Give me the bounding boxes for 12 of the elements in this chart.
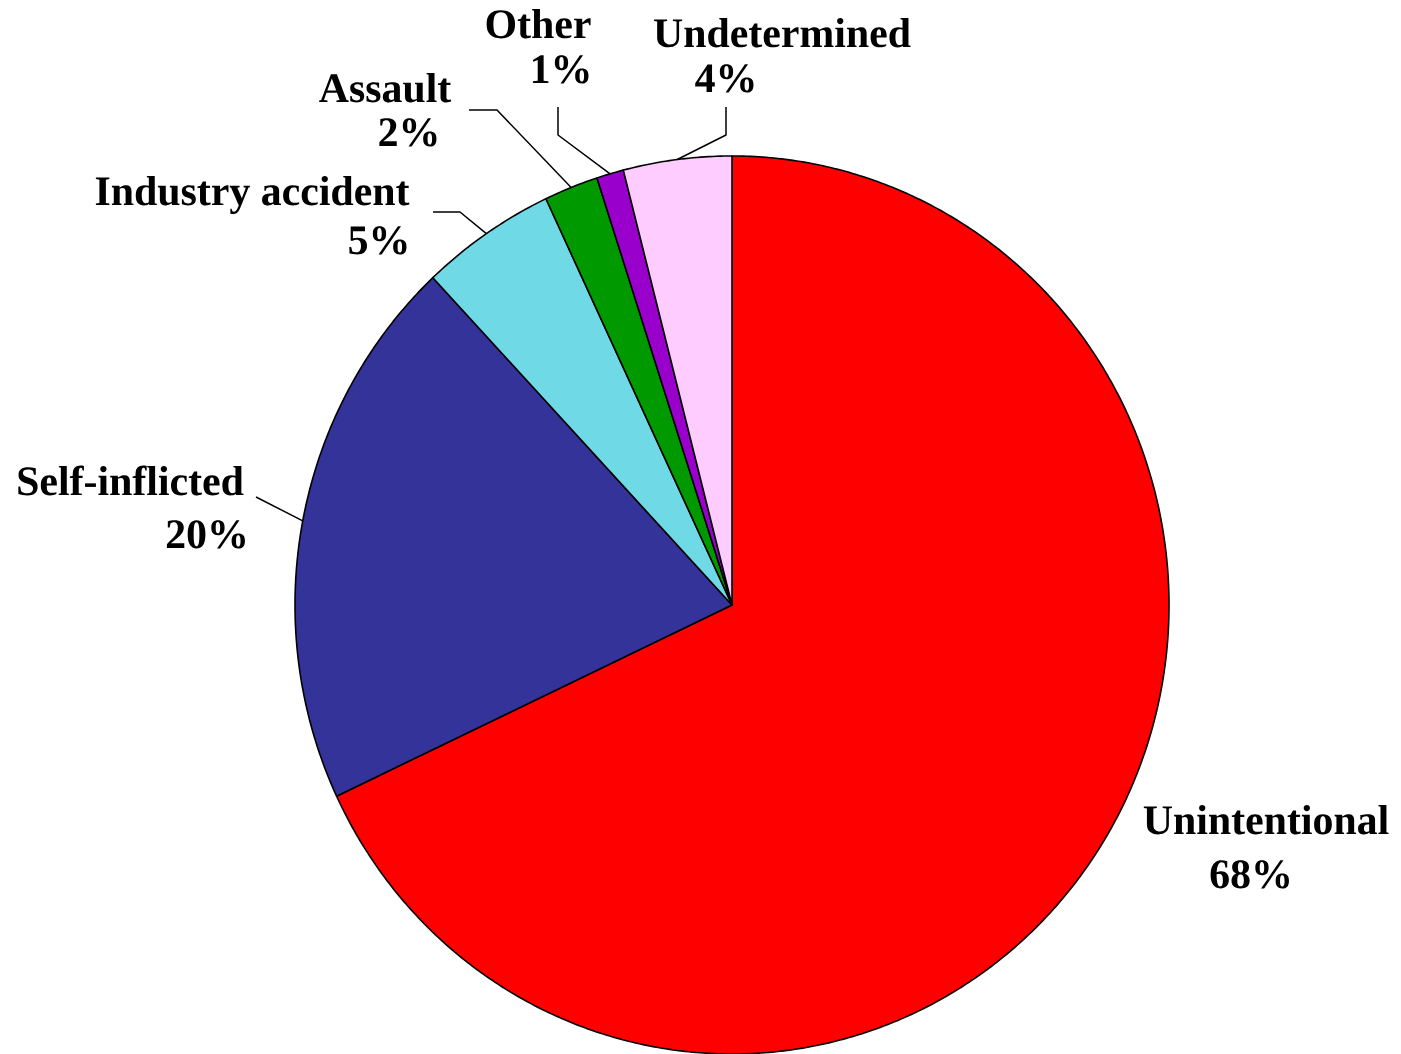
data-label: 1% — [532, 55, 589, 84]
data-label: 4% — [695, 64, 754, 93]
data-label: 5% — [349, 226, 407, 255]
slice-label: Self-inflicted — [18, 465, 244, 496]
slice-label: Assault — [319, 72, 452, 103]
data-label: 2% — [379, 118, 437, 147]
slice-label: Other — [486, 8, 591, 39]
data-label: 68% — [1210, 860, 1289, 889]
data-label: 20% — [166, 520, 245, 549]
slice-label: Industry accident — [95, 175, 410, 215]
slice-label: Unintentional — [1143, 804, 1389, 835]
slice-label: Undetermined — [654, 17, 911, 48]
